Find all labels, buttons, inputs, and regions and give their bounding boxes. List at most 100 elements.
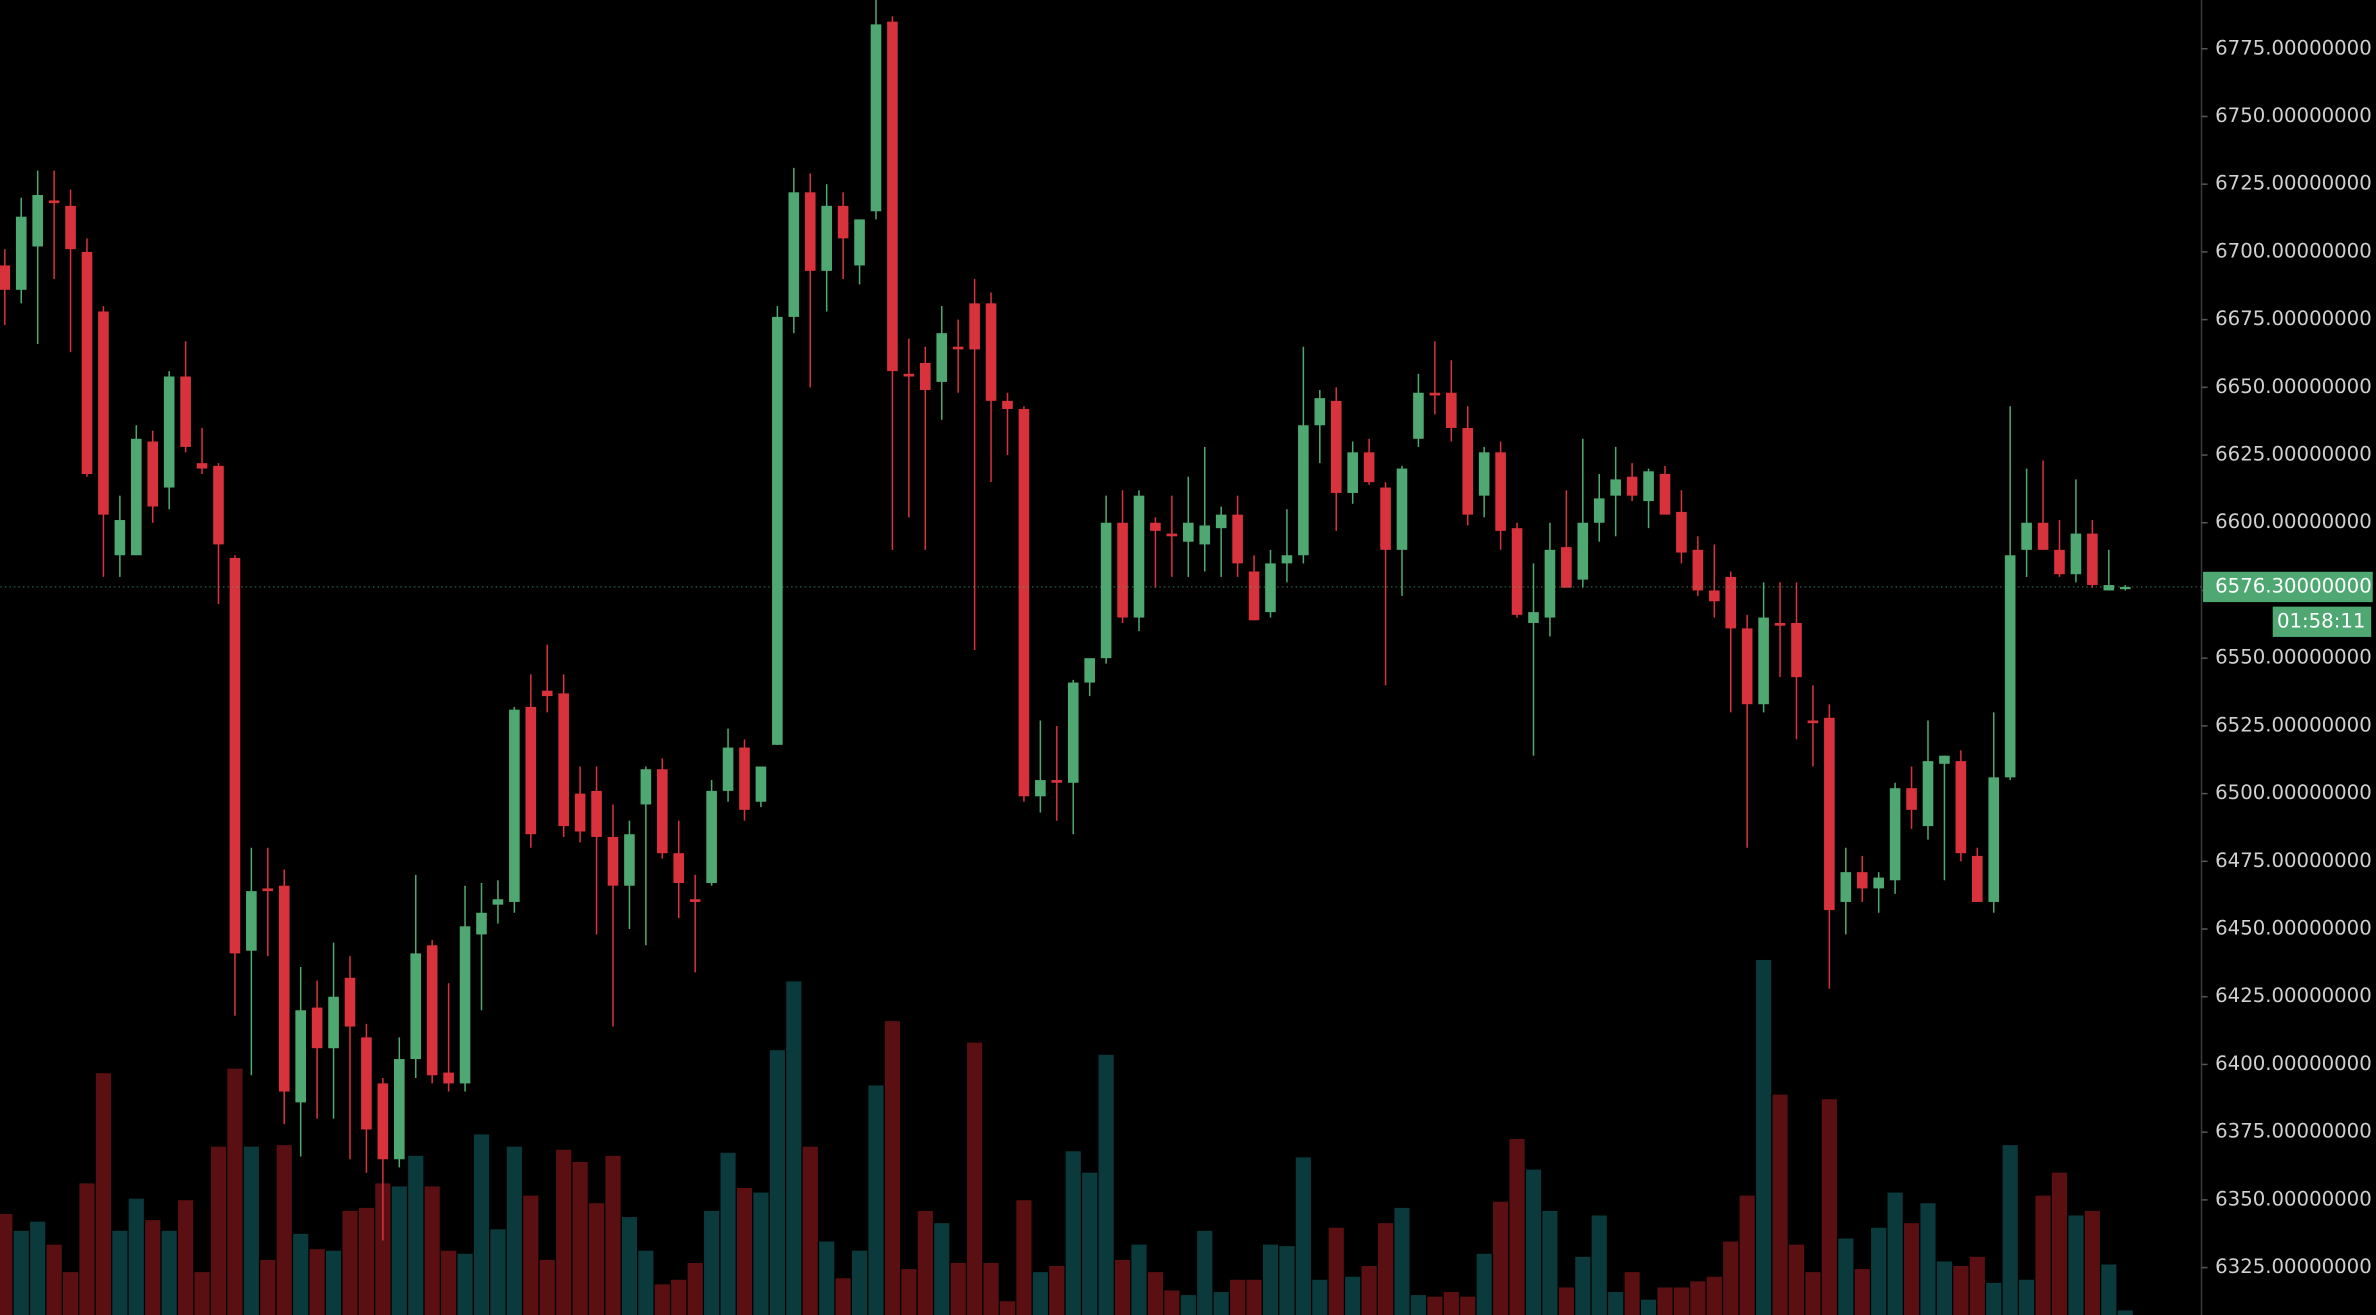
- candle-body: [213, 465, 224, 545]
- volume-bar: [1394, 1207, 1410, 1315]
- candle-body: [1413, 392, 1424, 439]
- volume-bar: [95, 1073, 112, 1315]
- candle-body: [1084, 658, 1095, 683]
- candle-body: [739, 747, 750, 810]
- volume-bar: [1953, 1266, 1969, 1315]
- candle-body: [1643, 471, 1654, 502]
- candle-body: [772, 316, 783, 745]
- volume-bar: [342, 1210, 358, 1315]
- volume-bar: [1049, 1266, 1065, 1315]
- candle-body: [2119, 586, 2131, 590]
- volume-bar: [1279, 1246, 1295, 1315]
- candle-body: [410, 953, 422, 1060]
- volume-bar: [901, 1269, 917, 1315]
- volume-bar: [46, 1244, 62, 1315]
- candle-body: [48, 200, 60, 204]
- volume-bar: [819, 1241, 835, 1315]
- volume-bar: [1312, 1279, 1328, 1315]
- candle-body: [147, 441, 159, 507]
- candle-body: [854, 219, 865, 266]
- candle-body: [1593, 498, 1605, 523]
- candle-body: [574, 793, 586, 832]
- volume-bar: [1608, 1292, 1624, 1315]
- candle-body: [1511, 528, 1523, 615]
- volume-bar: [671, 1279, 687, 1315]
- candle-body: [1248, 571, 1260, 621]
- volume-bar: [325, 1250, 342, 1315]
- candle-body: [624, 834, 635, 886]
- y-tick-label: 6775.00000000: [2215, 36, 2372, 59]
- volume-bar: [654, 1284, 670, 1315]
- candle-body: [1347, 452, 1358, 493]
- volume-bar: [1591, 1215, 1607, 1315]
- candle-body: [722, 747, 734, 791]
- y-tick-label: 6425.00000000: [2215, 984, 2372, 1007]
- candle-body: [229, 557, 241, 954]
- volume-bar: [2019, 1279, 2035, 1315]
- volume-bar: [967, 1042, 983, 1315]
- candle-body: [1906, 788, 1917, 810]
- volume-bar: [605, 1155, 621, 1315]
- candle-body: [1462, 427, 1474, 515]
- volume-bar: [1673, 1287, 1690, 1315]
- candle-body: [1988, 777, 2000, 902]
- volume-bar: [194, 1272, 210, 1315]
- volume-bar: [1871, 1227, 1887, 1315]
- volume-bar: [736, 1187, 753, 1315]
- volume-bar: [473, 1134, 490, 1315]
- volume-layer: [0, 959, 2133, 1315]
- y-tick-label: 6525.00000000: [2215, 713, 2372, 736]
- candle-body: [278, 885, 290, 1092]
- candle-body: [1692, 549, 1704, 591]
- volume-bar: [1558, 1287, 1574, 1315]
- volume-bar: [1131, 1244, 1147, 1315]
- volume-bar: [638, 1250, 654, 1315]
- candle-body: [1840, 872, 1852, 902]
- volume-bar: [1805, 1272, 1821, 1315]
- candle-body: [394, 1059, 405, 1160]
- volume-bar: [1936, 1261, 1953, 1315]
- candle-body: [1741, 628, 1753, 705]
- candle-body: [1544, 549, 1556, 618]
- candle-body: [1659, 473, 1671, 515]
- candle-body: [936, 333, 948, 382]
- volume-bar: [441, 1250, 457, 1315]
- volume-bar: [1016, 1200, 1032, 1315]
- volume-bar: [1032, 1272, 1048, 1315]
- volume-bar: [1377, 1223, 1394, 1315]
- volume-bar: [227, 1068, 243, 1315]
- candle-body: [920, 362, 931, 391]
- countdown-label: 01:58:11: [2277, 609, 2365, 632]
- candle-body: [903, 373, 915, 377]
- volume-bar: [2068, 1215, 2084, 1315]
- volume-bar: [243, 1146, 259, 1315]
- volume-bar: [1854, 1269, 1870, 1315]
- volume-bar: [2101, 1264, 2117, 1315]
- volume-bar: [79, 1183, 95, 1315]
- y-tick-label: 6550.00000000: [2215, 646, 2372, 669]
- volume-bar: [868, 1085, 884, 1315]
- candle-body: [1183, 522, 1194, 542]
- y-tick-label: 6725.00000000: [2215, 172, 2372, 195]
- candle-body: [2054, 549, 2065, 575]
- volume-bar: [1476, 1253, 1492, 1315]
- volume-bar: [1180, 1295, 1196, 1315]
- volume-bar: [1706, 1276, 1722, 1315]
- candle-body: [65, 205, 76, 250]
- volume-bar: [999, 1301, 1016, 1315]
- candle-body: [1018, 408, 1030, 797]
- candle-body: [673, 853, 685, 883]
- candle-body: [1133, 495, 1145, 618]
- volume-bar: [1542, 1210, 1558, 1315]
- volume-bar: [1147, 1272, 1164, 1315]
- candle-body: [755, 766, 767, 802]
- volume-bar: [62, 1272, 79, 1315]
- candle-body: [1035, 780, 1046, 797]
- volume-bar: [1345, 1276, 1361, 1315]
- volume-bar: [1460, 1296, 1476, 1315]
- candle-body: [196, 463, 208, 469]
- candle-body: [689, 899, 701, 902]
- candle-body: [1807, 720, 1819, 724]
